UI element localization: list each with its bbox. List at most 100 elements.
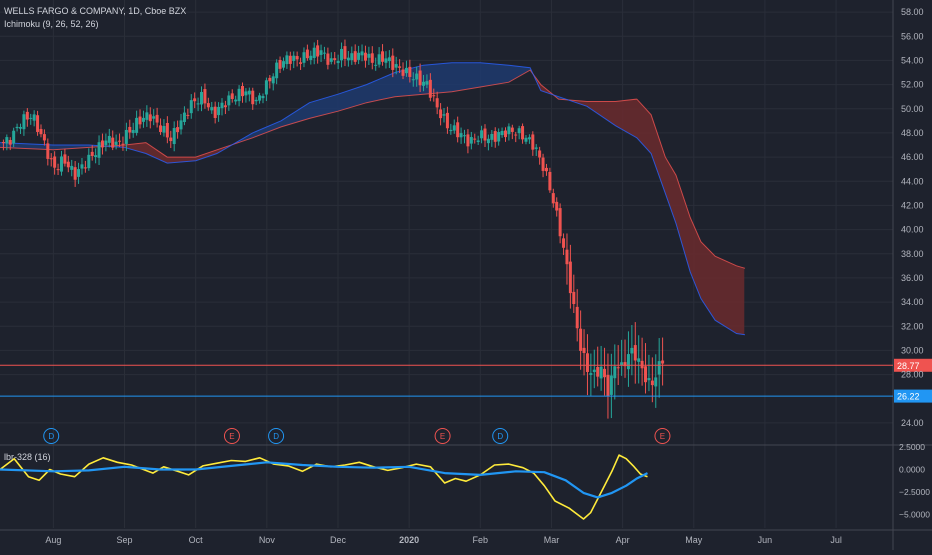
- candle-body: [189, 100, 193, 114]
- candle-body: [36, 115, 40, 132]
- candle-body: [152, 116, 156, 119]
- candle: [408, 59, 412, 83]
- candle-body: [497, 132, 501, 142]
- candle: [565, 233, 569, 285]
- candle-body: [179, 120, 183, 130]
- candle: [415, 66, 419, 87]
- candle: [452, 119, 456, 134]
- event-label-5: E: [660, 432, 665, 441]
- candle: [135, 110, 139, 136]
- candle: [66, 155, 70, 173]
- candle-body: [480, 130, 484, 139]
- x-tick-label: 2020: [399, 535, 419, 545]
- candle-body: [425, 81, 429, 85]
- x-tick-label: Nov: [259, 535, 276, 545]
- candle: [589, 353, 593, 396]
- candle-body: [367, 53, 371, 58]
- candle-body: [100, 140, 104, 148]
- candle-body: [360, 51, 364, 56]
- candle: [654, 354, 658, 408]
- candle: [439, 103, 443, 126]
- candle-body: [70, 165, 74, 170]
- candle: [657, 338, 661, 398]
- candle-body: [579, 328, 583, 351]
- candle: [305, 44, 309, 61]
- candle: [104, 133, 108, 152]
- candle: [275, 59, 279, 85]
- candle-body: [534, 147, 538, 149]
- price-line-label-0: 28.77: [897, 361, 920, 371]
- candle-body: [288, 55, 292, 64]
- x-tick-label: Jul: [830, 535, 842, 545]
- candle-body: [200, 91, 204, 105]
- candle-body: [582, 347, 586, 353]
- candle: [176, 120, 180, 139]
- candle-body: [551, 193, 555, 204]
- candle-body: [111, 137, 115, 148]
- candle: [8, 137, 12, 151]
- candle: [247, 87, 251, 102]
- candle: [381, 44, 385, 66]
- x-tick-label: May: [685, 535, 703, 545]
- y-tick-label: 34.00: [901, 297, 924, 307]
- osc-tick-label: −2.5000: [899, 487, 930, 497]
- candle: [186, 108, 190, 120]
- candle: [343, 39, 347, 67]
- candle-body: [500, 130, 504, 136]
- candle: [442, 108, 446, 123]
- candle-body: [544, 167, 548, 172]
- candle: [285, 51, 289, 69]
- x-tick-label: Feb: [473, 535, 489, 545]
- candle-body: [439, 109, 443, 119]
- candle-body: [5, 137, 9, 144]
- candle: [524, 135, 528, 145]
- candle: [575, 289, 579, 342]
- candle-body: [387, 57, 391, 62]
- candle: [603, 347, 607, 396]
- candle-body: [309, 55, 313, 60]
- candle: [445, 106, 449, 134]
- osc-tick-label: −5.0000: [899, 510, 930, 520]
- y-tick-label: 32.00: [901, 321, 924, 331]
- candle-body: [548, 171, 552, 191]
- candle-body: [585, 353, 589, 372]
- senkou-span-b-line: [0, 62, 746, 336]
- candle-body: [94, 155, 98, 158]
- candle: [650, 357, 654, 403]
- candle: [394, 56, 398, 75]
- candle-body: [217, 106, 221, 116]
- candle-body: [87, 154, 91, 169]
- x-tick-label: Apr: [616, 535, 630, 545]
- candle: [200, 86, 204, 112]
- candle: [278, 56, 282, 73]
- candle-body: [312, 47, 316, 58]
- candle: [582, 329, 586, 376]
- candle: [350, 46, 354, 65]
- candle: [480, 125, 484, 144]
- event-circle-2: [268, 428, 285, 444]
- candle: [521, 123, 525, 144]
- candle: [299, 57, 303, 70]
- candle: [264, 77, 268, 102]
- candle: [145, 105, 149, 127]
- candle: [118, 133, 122, 147]
- candle: [227, 91, 231, 111]
- candle: [377, 47, 381, 68]
- candle-body: [155, 114, 159, 123]
- candle-body: [398, 66, 402, 68]
- candle: [193, 92, 197, 109]
- candle-body: [459, 133, 463, 138]
- candle: [220, 98, 224, 116]
- candle-body: [623, 362, 627, 367]
- candle: [599, 345, 603, 391]
- candle-body: [53, 156, 57, 168]
- candle-body: [568, 261, 572, 294]
- candle-body: [329, 58, 333, 62]
- candle-body: [316, 45, 320, 57]
- event-label-4: D: [497, 432, 503, 441]
- candle: [261, 93, 265, 104]
- candle-body: [517, 128, 521, 134]
- candle-body: [159, 125, 163, 132]
